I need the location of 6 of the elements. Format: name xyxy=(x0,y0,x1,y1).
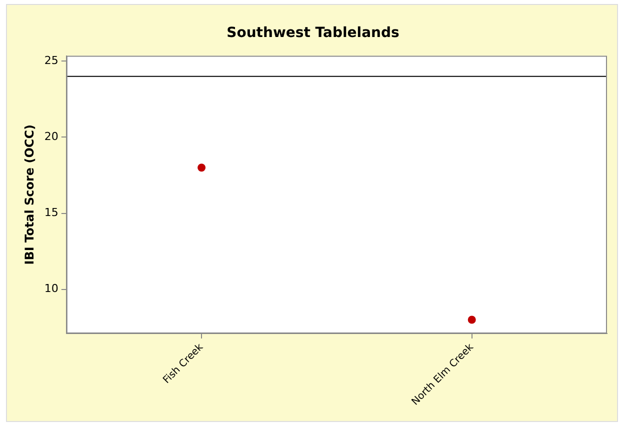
y-tick-label: 15 xyxy=(44,206,58,220)
y-tick-label: 20 xyxy=(44,130,58,144)
y-tick-label: 10 xyxy=(44,282,58,296)
chart-title: Southwest Tablelands xyxy=(226,25,400,42)
y-axis-title: IBI Total Score (OCC) xyxy=(22,124,36,265)
y-tick-label: 25 xyxy=(44,54,58,67)
